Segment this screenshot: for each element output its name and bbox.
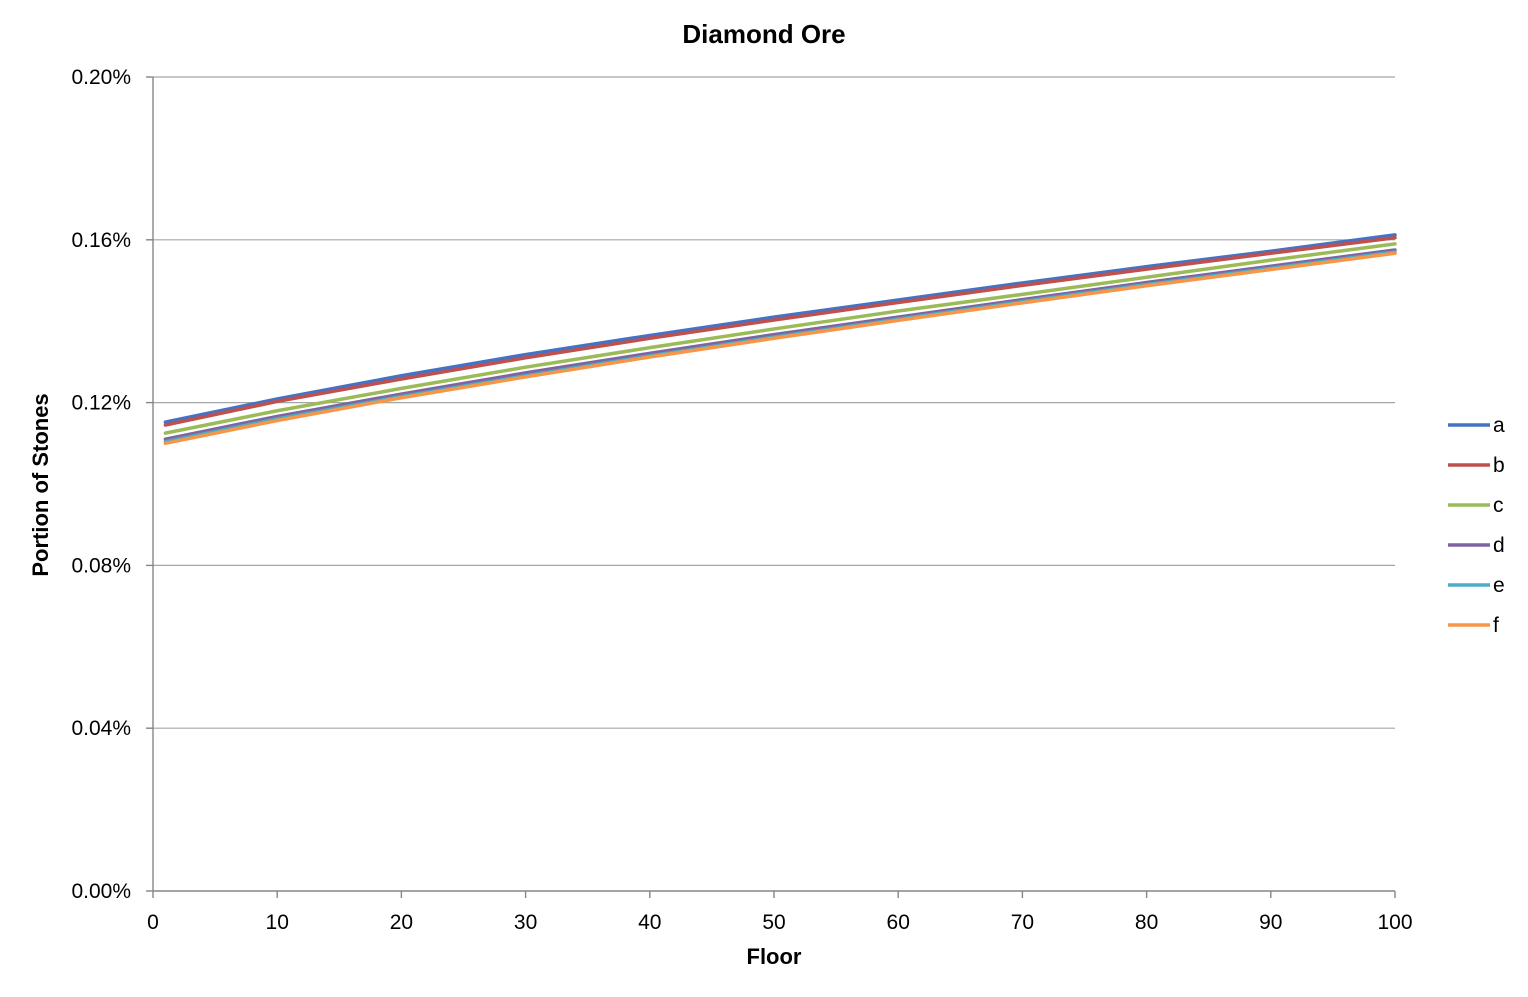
series-line-d: [163, 248, 1397, 441]
x-tick-label: 30: [514, 911, 537, 934]
x-axis-tick-labels: 0 10 20 30 40 50 60 70 80 90 100: [147, 911, 1412, 934]
series-lines: [163, 233, 1397, 446]
legend-label-e: e: [1493, 574, 1505, 597]
legend-label-b: b: [1493, 454, 1505, 477]
y-tick-label: 0.20%: [71, 66, 131, 89]
x-tick-label: 0: [147, 911, 159, 934]
legend-label-c: c: [1493, 494, 1504, 517]
axes: [146, 76, 1396, 898]
series-line-c: [163, 242, 1397, 435]
gridlines: [153, 76, 1395, 729]
legend-label-f: f: [1493, 614, 1499, 637]
series-line-f: [163, 251, 1397, 446]
y-tick-label: 0.04%: [71, 717, 131, 740]
y-tick-label: 0.08%: [71, 554, 131, 577]
x-axis-title: Floor: [747, 944, 802, 969]
legend-label-d: d: [1493, 534, 1505, 557]
series-line-e: [163, 250, 1397, 444]
x-tick-label: 90: [1259, 911, 1282, 934]
series-line-a: [163, 233, 1397, 424]
y-tick-label: 0.00%: [71, 880, 131, 903]
x-tick-label: 20: [390, 911, 413, 934]
series-line-b: [163, 236, 1397, 427]
y-tick-label: 0.12%: [71, 392, 131, 415]
x-tick-label: 100: [1377, 911, 1412, 934]
x-tick-label: 80: [1135, 911, 1158, 934]
y-axis-tick-labels: 0.00% 0.04% 0.08% 0.12% 0.16% 0.20%: [71, 66, 131, 903]
y-tick-label: 0.16%: [71, 229, 131, 252]
chart-title: Diamond Ore: [682, 19, 845, 49]
x-tick-label: 60: [887, 911, 910, 934]
legend-label-a: a: [1493, 414, 1505, 437]
x-tick-label: 70: [1011, 911, 1034, 934]
y-axis-title: Portion of Stones: [28, 393, 53, 576]
x-tick-label: 10: [266, 911, 289, 934]
x-tick-label: 40: [638, 911, 661, 934]
x-tick-label: 50: [762, 911, 785, 934]
